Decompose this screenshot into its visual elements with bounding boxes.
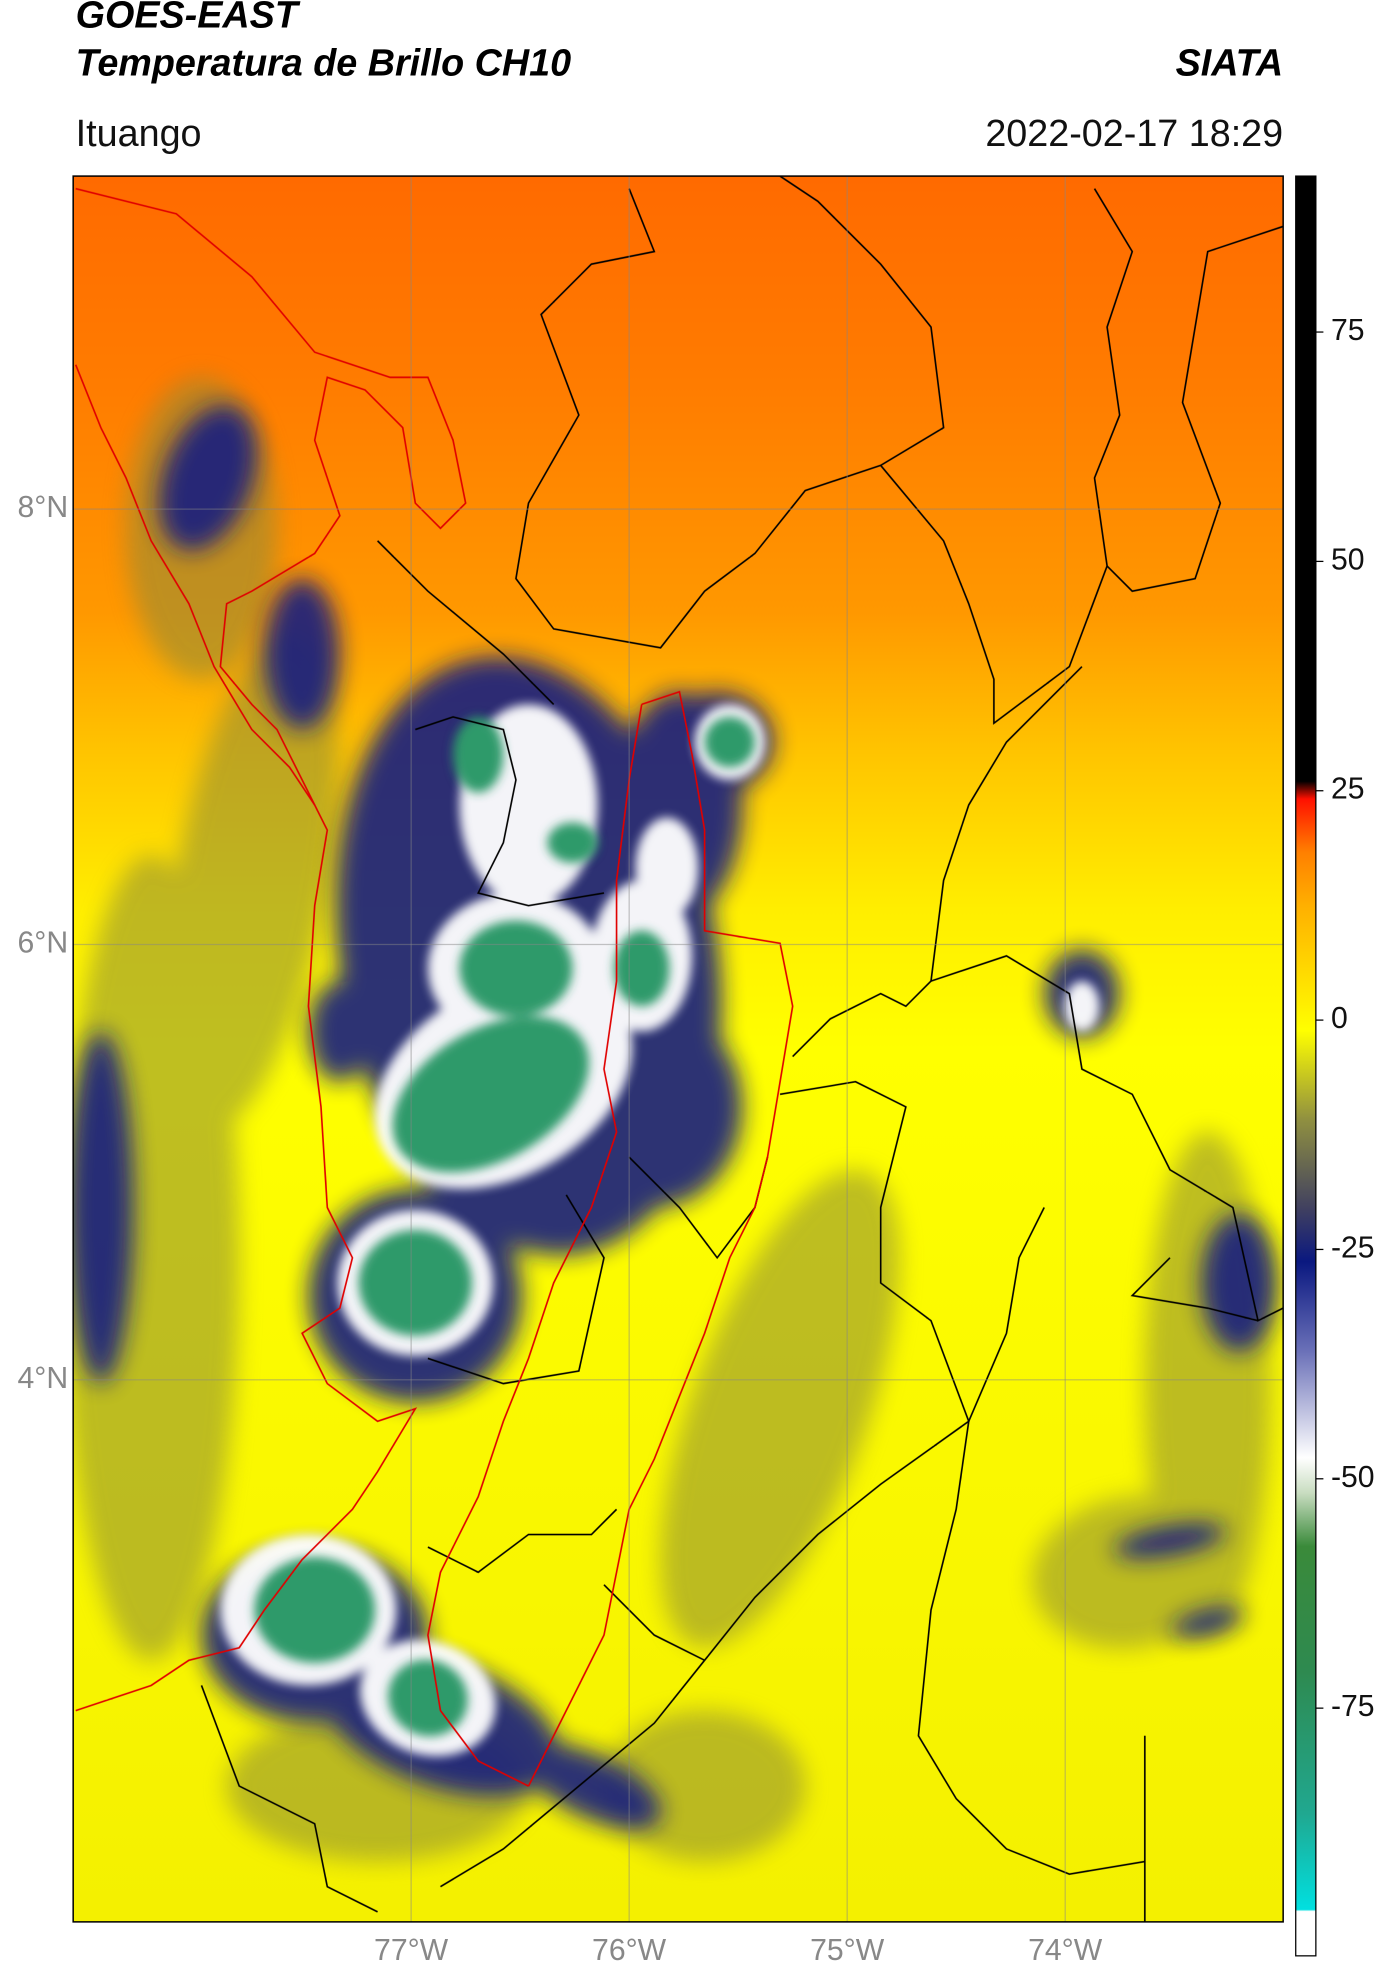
cloud bbox=[73, 1031, 134, 1384]
colorbar-tick-label: 75 bbox=[1331, 314, 1365, 347]
cloud bbox=[1064, 981, 1100, 1032]
cloud bbox=[521, 1743, 662, 1829]
cloud bbox=[635, 817, 699, 919]
datetime: 2022-02-17 18:29 bbox=[985, 112, 1283, 154]
cloud bbox=[158, 405, 257, 551]
y-tick-label: 4°N bbox=[18, 1362, 69, 1395]
cloud bbox=[459, 920, 573, 1017]
cloud bbox=[358, 1230, 472, 1336]
y-tick-label: 8°N bbox=[18, 491, 69, 524]
location: Ituango bbox=[76, 112, 202, 154]
red-borders bbox=[74, 187, 794, 1787]
x-tick-label: 75°W bbox=[810, 1934, 885, 1967]
cloud bbox=[1171, 1606, 1245, 1639]
y-tick-label: 6°N bbox=[18, 926, 69, 959]
cloud bbox=[660, 1170, 900, 1648]
map-image bbox=[73, 176, 1284, 1922]
x-tick-label: 76°W bbox=[592, 1934, 667, 1967]
cloud bbox=[704, 716, 755, 768]
cloud bbox=[388, 1659, 468, 1737]
cloud bbox=[308, 981, 372, 1082]
x-tick-label: 77°W bbox=[374, 1934, 449, 1967]
colorbar-ticks: 75 50 25 0 -25 -50 -75 bbox=[1315, 314, 1375, 1723]
colorbar-tick-label: 50 bbox=[1331, 543, 1365, 576]
colorbar-tick-label: -75 bbox=[1331, 1690, 1375, 1723]
map-frame bbox=[72, 175, 1284, 1923]
cloud bbox=[264, 578, 340, 730]
axes: 77°W 76°W 75°W 74°W 8°N 6°N 4°N bbox=[18, 176, 1284, 1967]
colorbar-tick-label: 25 bbox=[1331, 773, 1365, 806]
cloud bbox=[547, 822, 598, 863]
colorbar-tick-label: -50 bbox=[1331, 1461, 1375, 1494]
brand: SIATA bbox=[1176, 41, 1284, 83]
cloud bbox=[453, 716, 504, 793]
colorbar bbox=[1295, 175, 1317, 1957]
colorbar-tick-label: -25 bbox=[1331, 1231, 1375, 1264]
cloud bbox=[165, 632, 338, 1129]
cloud bbox=[254, 1557, 376, 1663]
colorbar-tick-label: 0 bbox=[1331, 1002, 1348, 1035]
cloud bbox=[392, 1016, 589, 1173]
x-tick-label: 74°W bbox=[1028, 1934, 1103, 1967]
subtitle: Temperatura de Brillo CH10 bbox=[76, 41, 571, 83]
cloud bbox=[614, 930, 670, 1007]
title: GOES-EAST bbox=[76, 0, 301, 36]
cloud bbox=[1114, 1522, 1226, 1559]
